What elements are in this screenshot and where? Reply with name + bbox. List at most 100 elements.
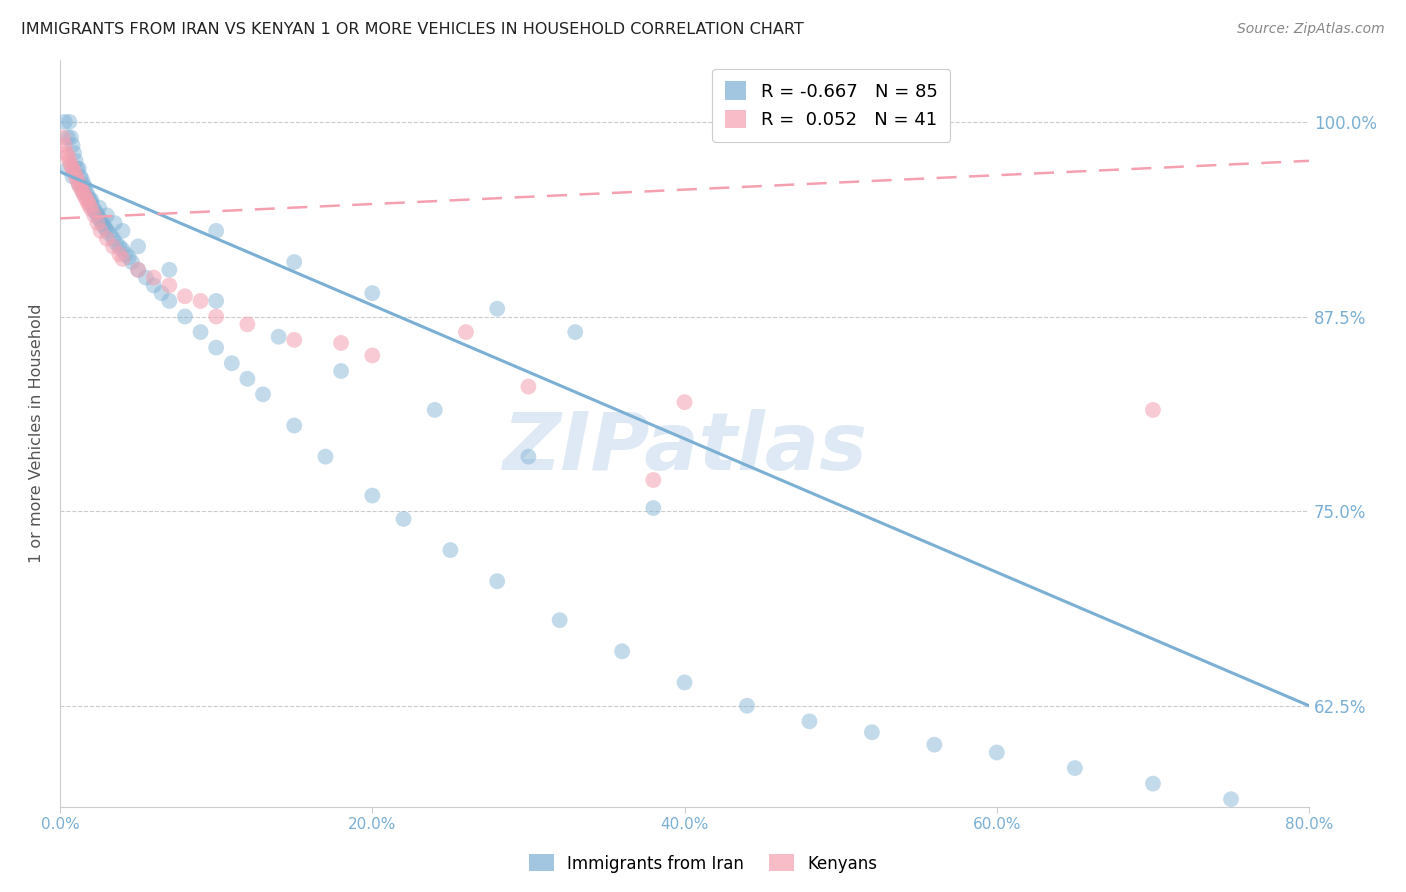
Point [486, 301, 509, 316]
Point [53, 138, 76, 153]
Legend: Immigrants from Iran, Kenyans: Immigrants from Iran, Kenyans [522, 847, 884, 880]
Point [564, 325, 586, 339]
Point [361, 286, 384, 301]
Point [205, 293, 228, 308]
Point [114, 247, 136, 261]
Point [62, 161, 84, 176]
Point [63, 164, 86, 178]
Point [610, 644, 633, 658]
Point [63, 146, 86, 161]
Point [59, 159, 82, 173]
Point [86, 216, 108, 230]
Point [127, 262, 149, 277]
Point [108, 247, 131, 261]
Point [58, 115, 80, 129]
Point [643, 473, 665, 487]
Point [330, 336, 353, 351]
Point [67, 177, 90, 191]
Text: ZIPatlas: ZIPatlas [502, 409, 868, 487]
Point [108, 239, 131, 253]
Point [799, 714, 821, 729]
Point [423, 403, 446, 417]
Y-axis label: 1 or more Vehicles in Household: 1 or more Vehicles in Household [30, 303, 44, 563]
Point [83, 203, 105, 218]
Point [142, 270, 165, 285]
Point [56, 130, 79, 145]
Point [486, 574, 509, 589]
Point [58, 153, 80, 168]
Point [52, 130, 75, 145]
Point [77, 195, 100, 210]
Point [111, 224, 134, 238]
Point [70, 172, 93, 186]
Point [111, 252, 134, 266]
Point [73, 189, 96, 203]
Point [62, 169, 84, 184]
Point [118, 251, 141, 265]
Point [236, 372, 259, 386]
Point [56, 149, 79, 163]
Point [90, 213, 112, 227]
Point [84, 205, 107, 219]
Point [67, 161, 90, 176]
Point [96, 224, 118, 238]
Point [111, 243, 134, 257]
Point [135, 270, 157, 285]
Point [205, 341, 228, 355]
Point [517, 450, 540, 464]
Point [82, 201, 104, 215]
Point [1220, 792, 1243, 806]
Point [72, 177, 94, 191]
Point [87, 211, 110, 226]
Point [93, 219, 115, 234]
Point [1063, 761, 1085, 775]
Point [72, 185, 94, 199]
Point [361, 348, 384, 362]
Point [69, 169, 91, 184]
Point [673, 395, 696, 409]
Point [76, 185, 98, 199]
Point [283, 255, 305, 269]
Point [221, 356, 243, 370]
Point [90, 224, 112, 238]
Point [174, 289, 197, 303]
Point [454, 325, 477, 339]
Point [79, 193, 101, 207]
Point [205, 224, 228, 238]
Point [205, 310, 228, 324]
Point [94, 220, 117, 235]
Point [157, 262, 180, 277]
Point [1142, 403, 1164, 417]
Point [101, 239, 124, 253]
Point [96, 232, 118, 246]
Text: Source: ZipAtlas.com: Source: ZipAtlas.com [1237, 22, 1385, 37]
Point [73, 180, 96, 194]
Point [59, 130, 82, 145]
Point [80, 193, 103, 207]
Point [190, 293, 212, 308]
Point [77, 189, 100, 203]
Point [66, 161, 89, 176]
Point [65, 153, 87, 168]
Point [53, 115, 76, 129]
Point [121, 255, 143, 269]
Point [150, 286, 173, 301]
Point [361, 489, 384, 503]
Point [80, 202, 103, 216]
Point [80, 195, 103, 210]
Point [55, 146, 77, 161]
Point [735, 698, 758, 713]
Point [548, 613, 571, 627]
Point [66, 172, 89, 186]
Point [72, 186, 94, 201]
Point [174, 310, 197, 324]
Point [236, 318, 259, 332]
Text: IMMIGRANTS FROM IRAN VS KENYAN 1 OR MORE VEHICLES IN HOUSEHOLD CORRELATION CHART: IMMIGRANTS FROM IRAN VS KENYAN 1 OR MORE… [21, 22, 804, 37]
Point [65, 169, 87, 184]
Point [314, 450, 336, 464]
Point [56, 161, 79, 176]
Point [190, 325, 212, 339]
Point [860, 725, 883, 739]
Point [101, 232, 124, 246]
Legend: R = -0.667   N = 85, R =  0.052   N = 41: R = -0.667 N = 85, R = 0.052 N = 41 [711, 69, 950, 142]
